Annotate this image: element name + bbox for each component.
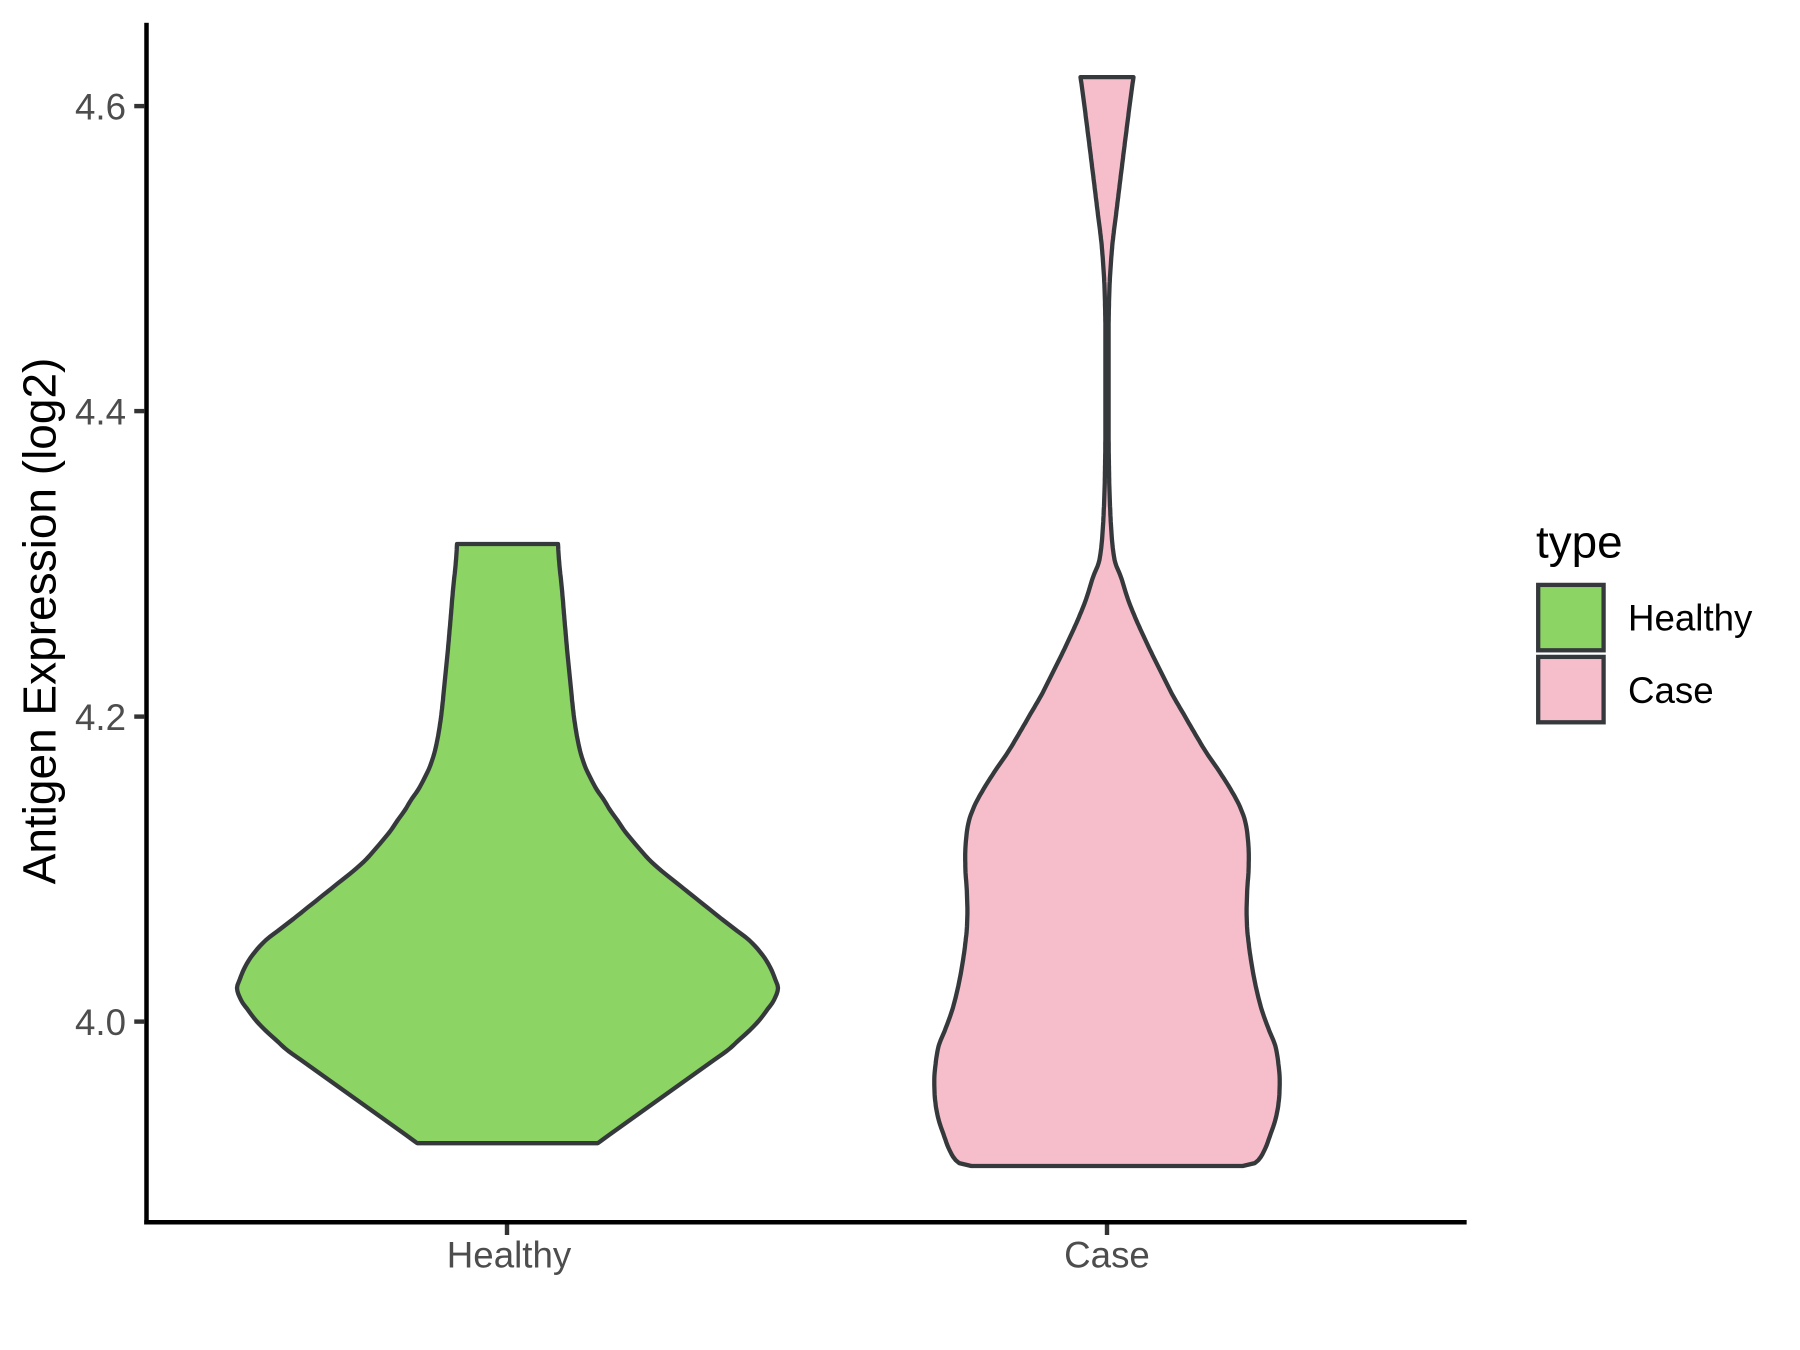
svg-text:4.4: 4.4: [75, 391, 126, 432]
svg-text:Healthy: Healthy: [1628, 598, 1753, 639]
svg-text:4.0: 4.0: [75, 1002, 126, 1043]
svg-text:type: type: [1536, 516, 1623, 567]
svg-text:4.2: 4.2: [75, 697, 126, 738]
svg-text:Case: Case: [1064, 1234, 1150, 1275]
svg-text:Antigen Expression (log2): Antigen Expression (log2): [14, 358, 66, 885]
svg-text:Case: Case: [1628, 670, 1714, 711]
svg-text:Healthy: Healthy: [447, 1234, 572, 1275]
svg-text:4.6: 4.6: [75, 86, 126, 127]
